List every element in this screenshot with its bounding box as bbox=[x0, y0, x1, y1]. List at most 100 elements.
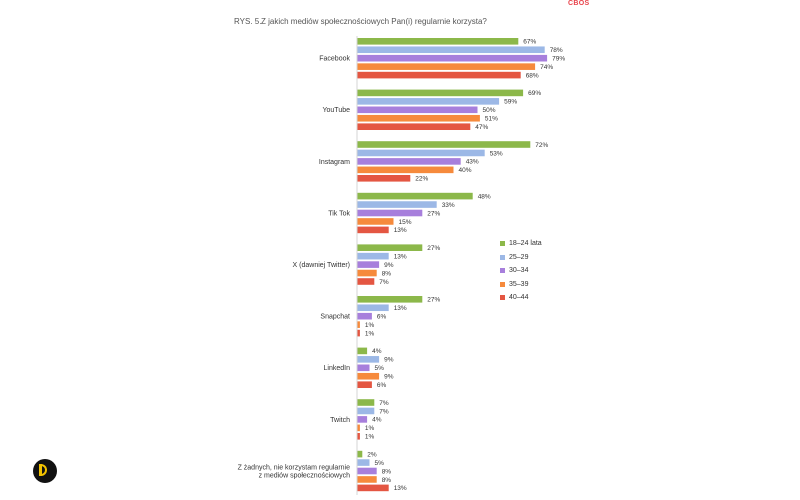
bar-30-34-0 bbox=[357, 54, 548, 62]
data-label-35-39-4: 8% bbox=[382, 270, 392, 277]
data-label-35-39-7: 1% bbox=[365, 425, 375, 432]
bar-40-44-2 bbox=[357, 175, 411, 182]
data-label-40-44-4: 7% bbox=[379, 279, 389, 286]
data-label-18-24-lata-1: 69% bbox=[528, 90, 541, 97]
data-label-30-34-1: 50% bbox=[483, 107, 496, 114]
data-label-25-29-6: 9% bbox=[384, 357, 394, 364]
data-label-35-39-2: 40% bbox=[459, 167, 472, 174]
data-label-25-29-7: 7% bbox=[379, 408, 389, 415]
category-label-6: LinkedIn bbox=[324, 365, 351, 372]
bar-18-24-lata-3 bbox=[357, 192, 473, 200]
data-label-25-29-3: 33% bbox=[442, 202, 455, 209]
legend-label-4: 40–44 bbox=[509, 294, 529, 302]
category-label-2: Instagram bbox=[319, 159, 350, 166]
legend-label-0: 18–24 lata bbox=[509, 240, 542, 248]
bar-25-29-2 bbox=[357, 149, 485, 157]
data-label-30-34-3: 27% bbox=[427, 210, 440, 217]
bar-18-24-lata-7 bbox=[357, 399, 375, 406]
data-label-25-29-0: 78% bbox=[550, 47, 563, 54]
bar-35-39-6 bbox=[357, 372, 380, 380]
category-label-0: Facebook bbox=[319, 56, 350, 63]
bar-40-44-5 bbox=[357, 329, 360, 337]
data-label-30-34-7: 4% bbox=[372, 417, 382, 424]
bar-35-39-0 bbox=[357, 63, 536, 70]
bar-40-44-4 bbox=[357, 278, 375, 285]
data-label-40-44-1: 47% bbox=[475, 124, 488, 131]
category-label-1: YouTube bbox=[322, 107, 350, 114]
data-label-30-34-0: 79% bbox=[552, 56, 565, 63]
bar-30-34-4 bbox=[357, 261, 380, 268]
legend-swatch-2 bbox=[500, 268, 505, 274]
data-label-18-24-lata-2: 72% bbox=[535, 142, 548, 149]
data-label-18-24-lata-3: 48% bbox=[478, 193, 491, 200]
data-label-35-39-8: 8% bbox=[382, 477, 392, 484]
data-label-35-39-6: 9% bbox=[384, 374, 394, 381]
bar-25-29-1 bbox=[357, 98, 500, 105]
data-label-25-29-8: 5% bbox=[375, 460, 385, 467]
data-label-30-34-4: 9% bbox=[384, 262, 394, 269]
legend-swatch-3 bbox=[500, 281, 505, 287]
legend-item-1: 25–29 bbox=[500, 251, 542, 265]
data-label-35-39-3: 15% bbox=[399, 219, 412, 226]
figure-label: RYS. 5. bbox=[234, 17, 262, 26]
category-label-8: Z żadnych, nie korzystam regularnie z med… bbox=[238, 464, 351, 479]
brand-label: CBOS bbox=[568, 0, 590, 7]
bar-40-44-7 bbox=[357, 433, 360, 440]
bar-18-24-lata-1 bbox=[357, 89, 524, 97]
bar-25-29-7 bbox=[357, 407, 375, 415]
bar-40-44-0 bbox=[357, 71, 521, 79]
bar-35-39-8 bbox=[357, 476, 377, 483]
data-label-35-39-1: 51% bbox=[485, 116, 498, 123]
bar-35-39-4 bbox=[357, 269, 377, 277]
legend: 18–24 lata 25–29 30–34 35–39 40–44 bbox=[500, 237, 542, 305]
legend-swatch-4 bbox=[500, 295, 505, 301]
category-label-7: Twitch bbox=[330, 417, 350, 424]
bar-30-34-6 bbox=[357, 364, 370, 372]
legend-item-0: 18–24 lata bbox=[500, 237, 542, 251]
legend-swatch-0 bbox=[500, 241, 505, 247]
data-label-30-34-8: 8% bbox=[382, 468, 392, 475]
data-label-18-24-lata-0: 67% bbox=[523, 39, 536, 46]
bar-35-39-2 bbox=[357, 166, 454, 174]
bar-35-39-5 bbox=[357, 321, 360, 328]
data-label-40-44-0: 68% bbox=[526, 72, 539, 79]
bar-30-34-2 bbox=[357, 158, 461, 165]
bar-25-29-3 bbox=[357, 201, 437, 208]
bar-35-39-7 bbox=[357, 424, 360, 432]
bar-18-24-lata-4 bbox=[357, 244, 423, 251]
data-label-40-44-3: 13% bbox=[394, 227, 407, 234]
data-label-40-44-6: 6% bbox=[377, 382, 387, 389]
data-label-25-29-2: 53% bbox=[490, 150, 503, 157]
bar-30-34-5 bbox=[357, 312, 372, 320]
data-label-18-24-lata-7: 7% bbox=[379, 400, 389, 407]
legend-item-4: 40–44 bbox=[500, 291, 542, 305]
bar-25-29-8 bbox=[357, 459, 370, 466]
data-label-25-29-1: 59% bbox=[504, 99, 517, 106]
bar-25-29-5 bbox=[357, 304, 389, 312]
data-label-35-39-0: 74% bbox=[540, 64, 553, 71]
data-label-18-24-lata-8: 2% bbox=[367, 451, 377, 458]
bar-40-44-8 bbox=[357, 484, 389, 492]
data-label-18-24-lata-6: 4% bbox=[372, 348, 382, 355]
bar-18-24-lata-2 bbox=[357, 141, 531, 148]
bar-40-44-6 bbox=[357, 381, 372, 388]
data-label-40-44-7: 1% bbox=[365, 434, 375, 441]
data-label-40-44-5: 1% bbox=[365, 330, 375, 337]
category-label-4: X (dawniej Twitter) bbox=[293, 262, 350, 269]
data-label-25-29-5: 13% bbox=[394, 305, 407, 312]
bar-35-39-3 bbox=[357, 218, 394, 225]
bar-30-34-1 bbox=[357, 106, 478, 114]
data-label-18-24-lata-4: 27% bbox=[427, 245, 440, 252]
data-label-18-24-lata-5: 27% bbox=[427, 297, 440, 304]
legend-item-3: 35–39 bbox=[500, 278, 542, 292]
legend-label-2: 30–34 bbox=[509, 267, 529, 275]
data-label-30-34-5: 6% bbox=[377, 314, 387, 321]
bar-25-29-4 bbox=[357, 252, 389, 260]
data-label-40-44-8: 13% bbox=[394, 485, 407, 492]
bar-30-34-8 bbox=[357, 467, 377, 475]
chart-title: Z jakich mediów społecznościowych Pan(i)… bbox=[261, 17, 487, 26]
data-label-25-29-4: 13% bbox=[394, 253, 407, 260]
bar-30-34-3 bbox=[357, 209, 423, 217]
legend-swatch-1 bbox=[500, 254, 505, 260]
legend-label-3: 35–39 bbox=[509, 280, 529, 288]
